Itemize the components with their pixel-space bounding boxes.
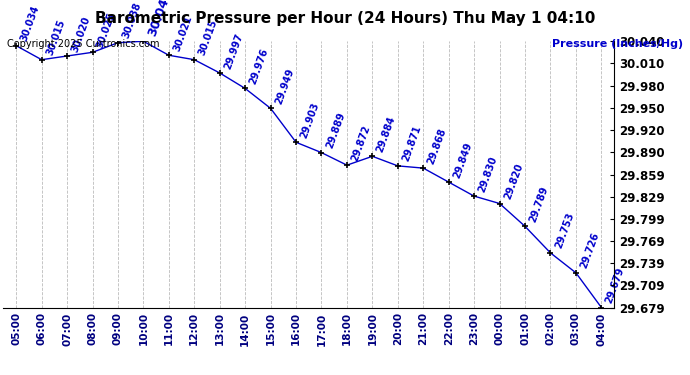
Text: 30.034: 30.034 [19, 4, 41, 43]
Text: 29.849: 29.849 [451, 141, 474, 179]
Text: 29.871: 29.871 [401, 124, 423, 163]
Text: 29.976: 29.976 [248, 47, 270, 86]
Text: 29.679: 29.679 [604, 266, 627, 305]
Text: 30.015: 30.015 [44, 18, 67, 57]
Text: 29.830: 29.830 [477, 154, 499, 194]
Text: 30.025: 30.025 [95, 11, 117, 50]
Text: Pressure (Inches/Hg): Pressure (Inches/Hg) [552, 39, 683, 50]
Text: 29.868: 29.868 [426, 126, 449, 165]
Text: 30.021: 30.021 [172, 14, 194, 52]
Text: 29.889: 29.889 [324, 111, 346, 150]
Text: 30.040: 30.040 [146, 0, 175, 39]
Text: 29.872: 29.872 [350, 124, 372, 162]
Text: Copyright 2025 Curtronics.com: Copyright 2025 Curtronics.com [7, 39, 159, 50]
Text: 29.820: 29.820 [502, 162, 524, 201]
Text: 29.997: 29.997 [222, 32, 245, 70]
Text: 30.038: 30.038 [121, 1, 143, 40]
Text: 29.903: 29.903 [299, 101, 321, 140]
Text: 30.015: 30.015 [197, 18, 219, 57]
Text: 29.753: 29.753 [553, 211, 575, 250]
Text: 30.020: 30.020 [70, 15, 92, 53]
Text: 29.726: 29.726 [579, 231, 601, 270]
Text: Barometric Pressure per Hour (24 Hours) Thu May 1 04:10: Barometric Pressure per Hour (24 Hours) … [95, 11, 595, 26]
Text: 29.949: 29.949 [273, 67, 295, 106]
Text: 29.884: 29.884 [375, 115, 397, 153]
Text: 29.789: 29.789 [528, 185, 550, 224]
